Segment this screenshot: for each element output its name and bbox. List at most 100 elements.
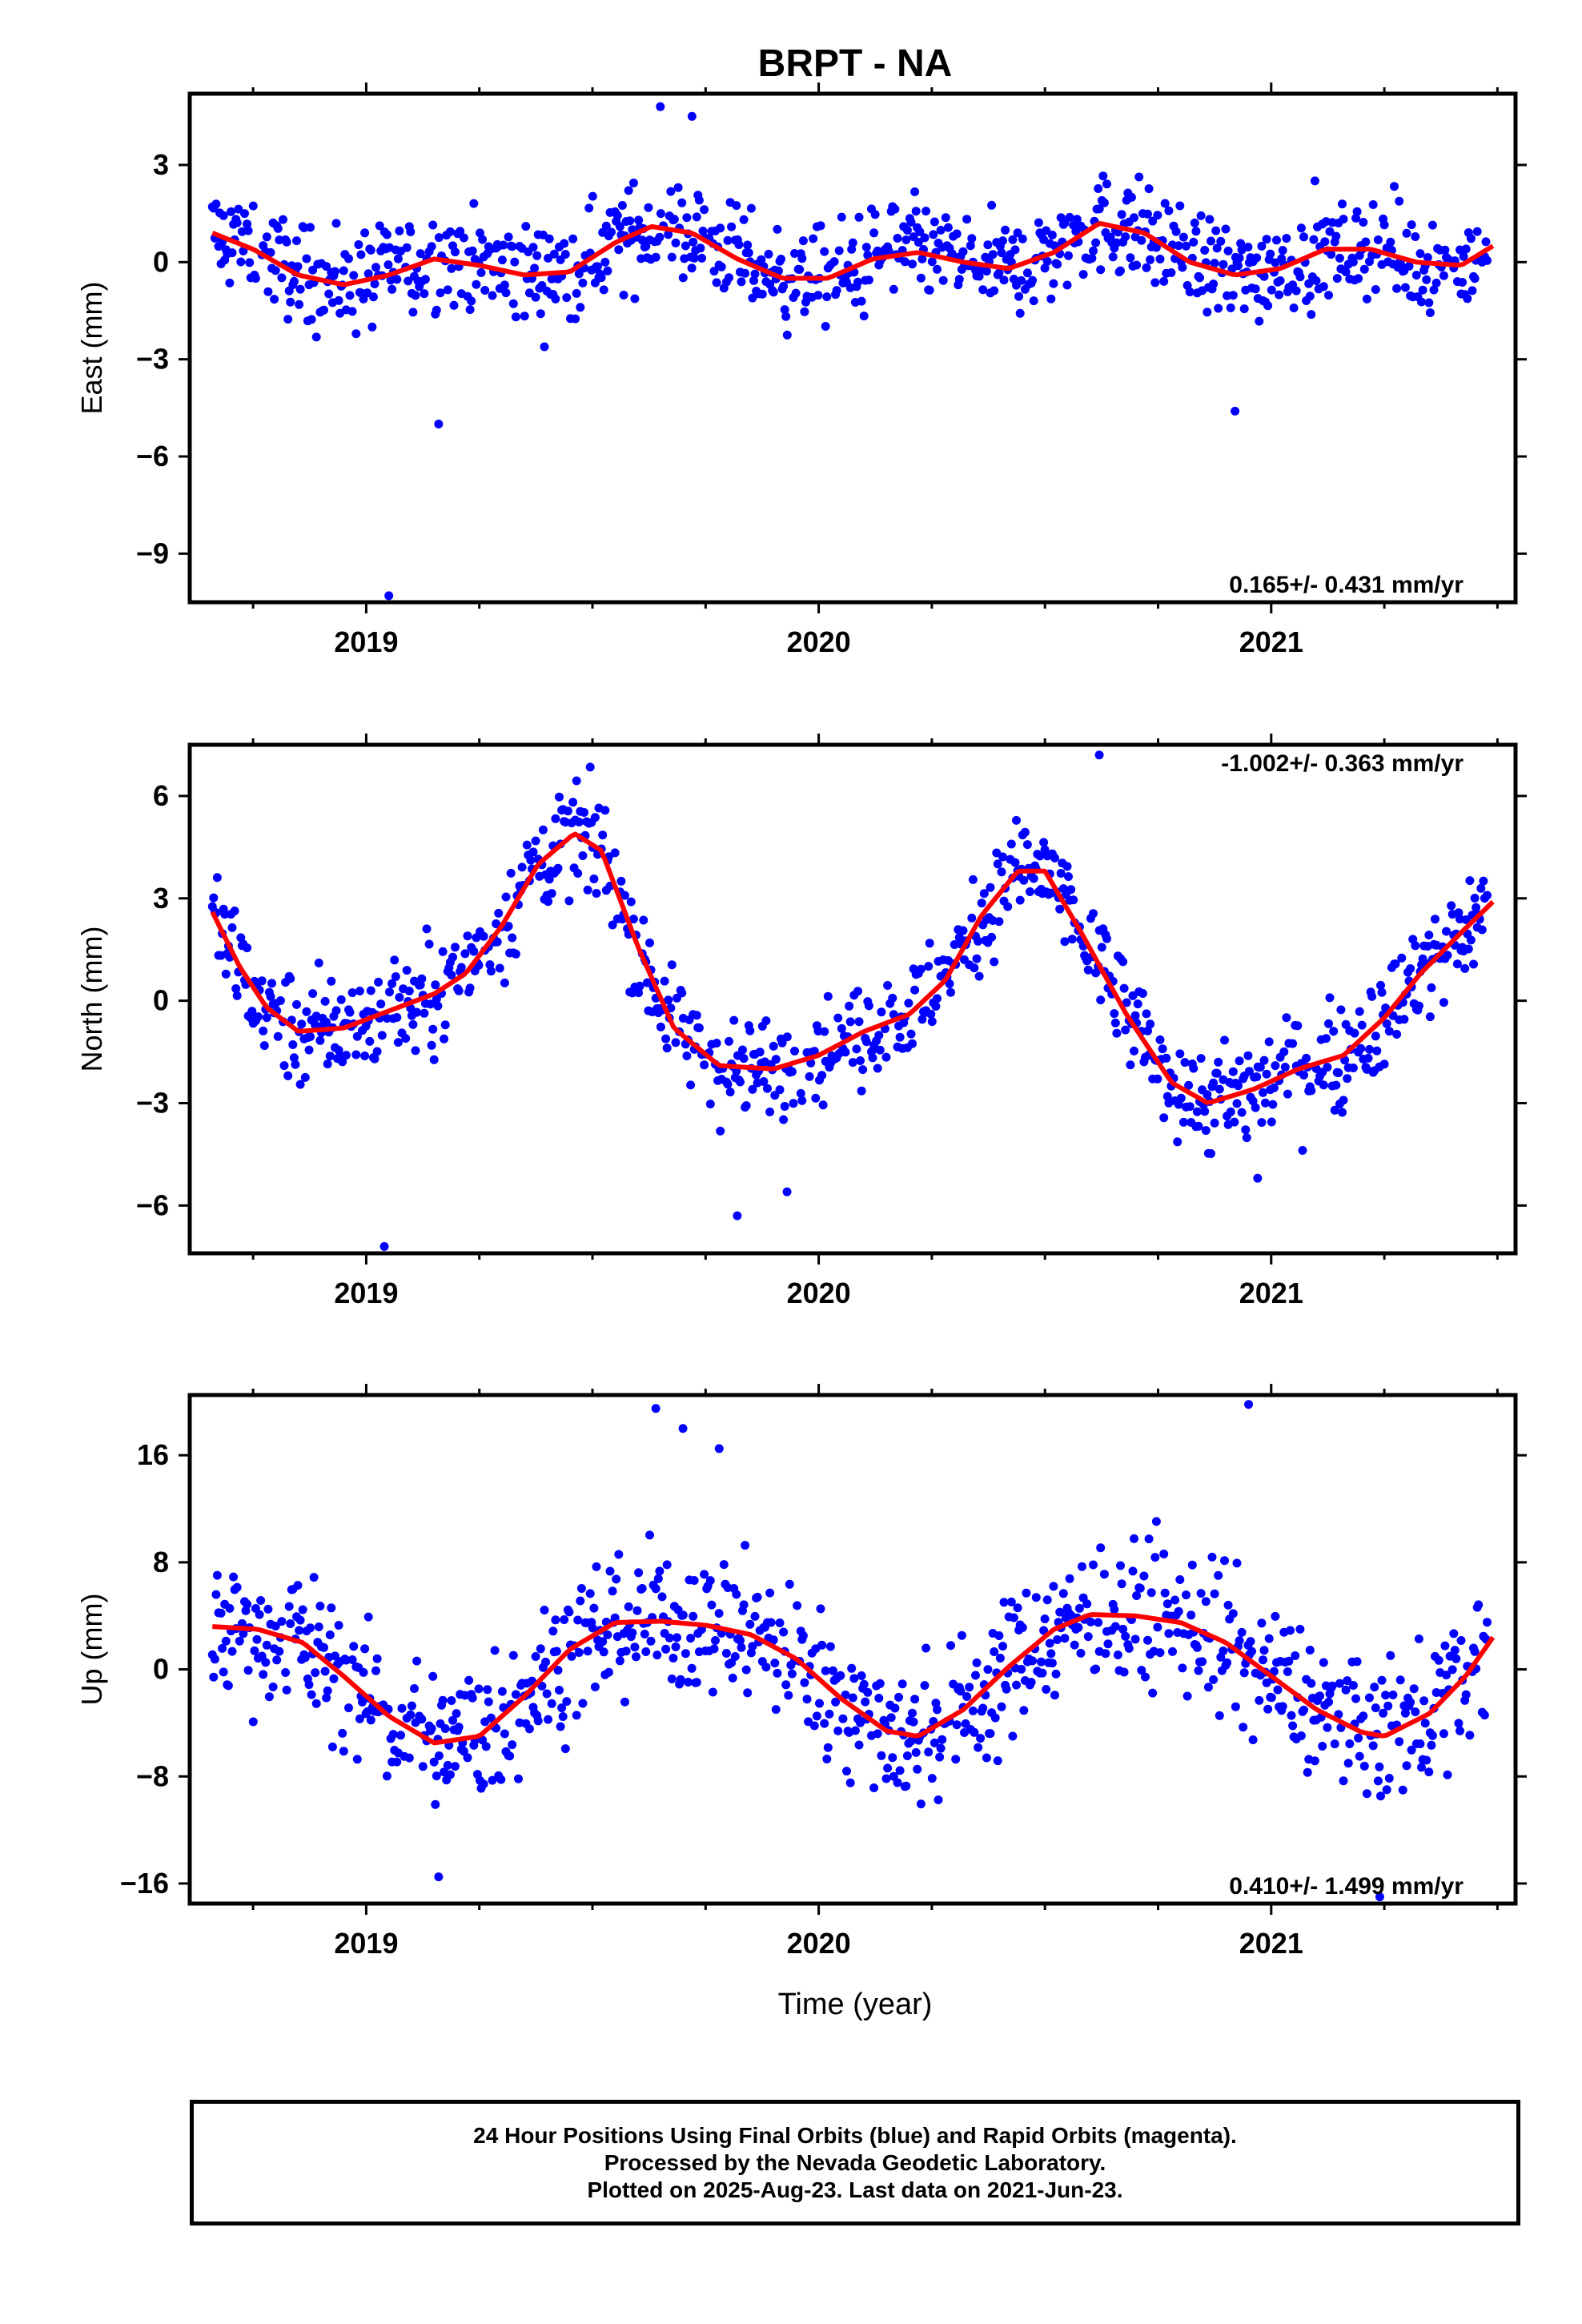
data-point: [273, 223, 283, 233]
data-point: [993, 1756, 1002, 1766]
data-point: [902, 226, 912, 235]
data-point: [232, 218, 242, 227]
data-point: [875, 1679, 885, 1688]
data-point: [574, 269, 584, 279]
data-point: [1255, 316, 1264, 326]
data-point: [338, 1728, 347, 1738]
data-point: [366, 245, 375, 255]
data-point: [524, 1724, 534, 1734]
data-point: [917, 254, 927, 263]
data-point: [1319, 1080, 1328, 1090]
data-point: [295, 1626, 304, 1635]
data-point: [1284, 1656, 1294, 1666]
data-point: [1384, 1774, 1394, 1783]
data-point: [352, 1755, 362, 1764]
data-point: [1232, 1099, 1242, 1108]
data-point: [775, 1618, 785, 1627]
data-point: [1291, 286, 1301, 296]
data-point: [499, 240, 508, 250]
data-point: [1248, 1735, 1258, 1744]
data-point: [284, 1602, 294, 1611]
data-point: [716, 223, 725, 233]
data-point: [443, 285, 452, 295]
data-point: [486, 1713, 496, 1723]
data-point: [927, 257, 937, 267]
data-point: [1252, 253, 1262, 263]
data-point: [1417, 297, 1426, 307]
data-point: [920, 1681, 930, 1691]
data-point: [292, 999, 301, 1009]
data-point: [700, 1570, 709, 1579]
data-point: [429, 1055, 439, 1064]
data-point: [1325, 993, 1335, 1003]
data-point: [936, 1743, 946, 1753]
data-point: [315, 1035, 325, 1045]
data-point: [1402, 228, 1411, 238]
data-point: [725, 1036, 733, 1046]
data-point: [1443, 951, 1452, 960]
data-point: [809, 1721, 819, 1731]
data-point: [738, 1045, 747, 1055]
data-point: [1178, 263, 1187, 272]
data-point: [1223, 1658, 1232, 1667]
data-point: [255, 1610, 264, 1619]
data-point: [1319, 1658, 1328, 1667]
data-point: [822, 292, 832, 302]
data-point: [322, 1017, 331, 1027]
data-point: [239, 1629, 248, 1638]
data-point: [1226, 1107, 1235, 1116]
data-point: [797, 254, 807, 263]
data-point: [408, 308, 418, 317]
data-point: [562, 293, 572, 303]
data-point: [696, 243, 705, 253]
data-point: [324, 289, 334, 299]
data-point: [967, 234, 977, 243]
data-point: [593, 262, 602, 271]
data-point: [1151, 1517, 1161, 1526]
data-point: [744, 248, 753, 258]
data-point: [1239, 304, 1249, 314]
data-point: [1354, 274, 1363, 283]
data-point: [1431, 915, 1439, 924]
data-point: [1212, 1068, 1222, 1078]
data-point: [1110, 1018, 1120, 1027]
data-point: [1069, 895, 1078, 905]
data-point: [624, 1602, 633, 1611]
data-point: [454, 1723, 464, 1732]
data-point: [480, 286, 490, 295]
data-point: [1237, 1108, 1247, 1117]
data-point: [1133, 999, 1142, 1009]
data-point: [427, 242, 436, 251]
data-point: [359, 1667, 368, 1677]
data-point: [1235, 1636, 1244, 1646]
data-point: [858, 1065, 868, 1075]
data-point: [615, 1656, 624, 1666]
data-point: [1373, 235, 1383, 244]
data-point: [946, 1641, 955, 1651]
x-tick-label: 2019: [334, 1277, 398, 1309]
data-point: [445, 227, 455, 236]
data-point: [592, 889, 601, 898]
data-point: [673, 183, 683, 192]
data-point: [952, 229, 962, 239]
data-point: [347, 1655, 357, 1664]
data-point: [619, 291, 628, 300]
data-point: [1049, 279, 1058, 288]
data-point: [1019, 875, 1029, 885]
data-point: [1159, 1550, 1169, 1558]
data-point: [338, 1057, 347, 1067]
data-point: [459, 233, 468, 243]
data-point: [630, 1642, 640, 1652]
data-point: [1302, 1053, 1311, 1063]
data-point: [1164, 1629, 1174, 1638]
data-point: [392, 1757, 402, 1767]
data-point: [1440, 245, 1450, 255]
data-point: [1097, 943, 1106, 952]
data-point: [479, 931, 488, 941]
data-point: [1062, 862, 1072, 871]
data-point: [673, 1633, 681, 1642]
data-point: [279, 1061, 289, 1071]
data-point: [1350, 1028, 1359, 1038]
data-point: [600, 257, 610, 267]
